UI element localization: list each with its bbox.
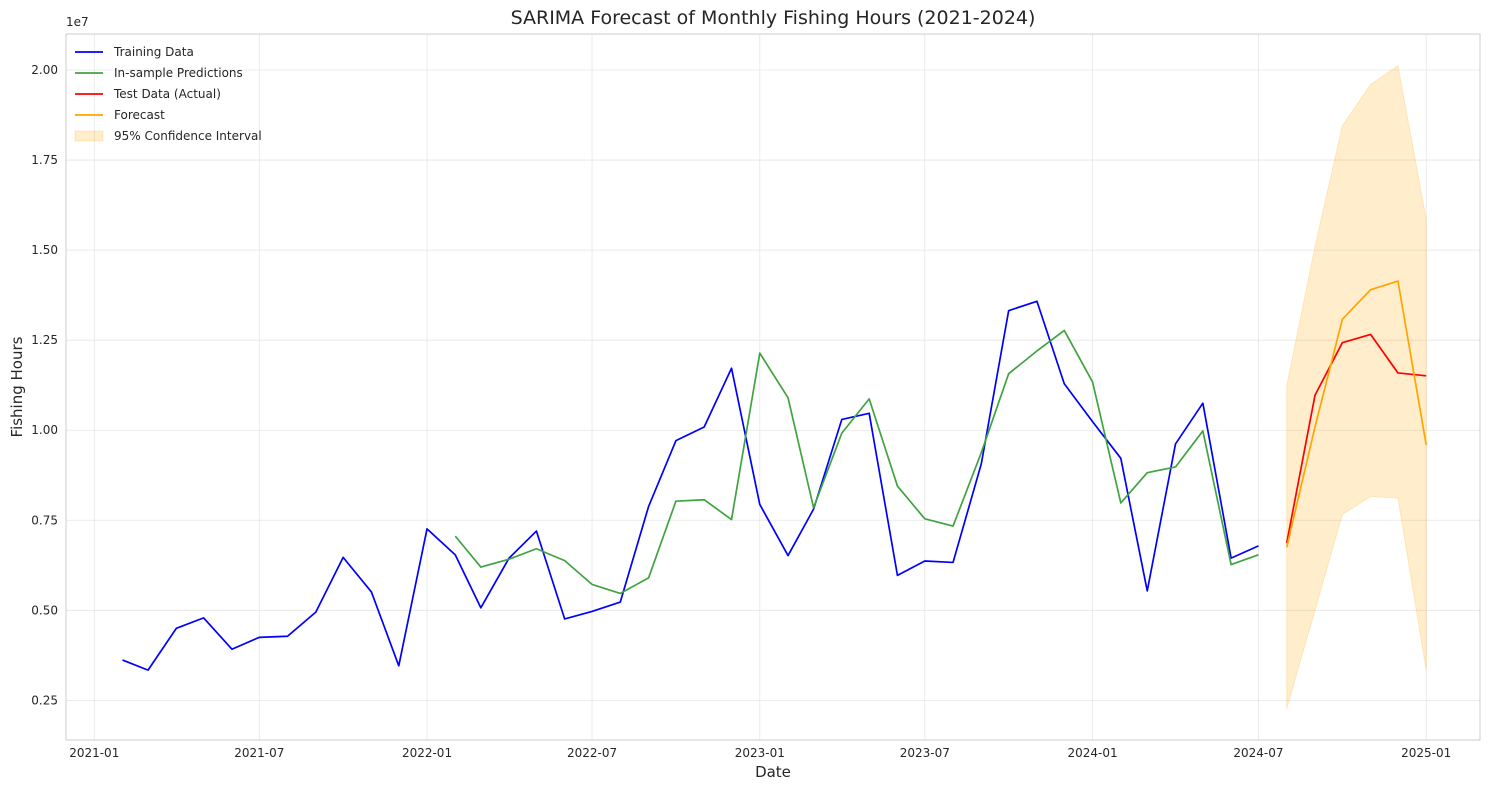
x-tick-label: 2024-07 [1233, 746, 1283, 760]
y-tick-label: 0.25 [31, 693, 58, 707]
plot-frame [65, 33, 1481, 741]
y-tick-label: 1.75 [31, 153, 58, 167]
y-axis-title: Fishing Hours [8, 336, 26, 437]
legend-swatch [74, 130, 104, 142]
x-tick-label: 2025-01 [1401, 746, 1451, 760]
y-tick-label: 0.75 [31, 513, 58, 527]
y-axis-ticks: 0.25 0.50 0.75 1.00 1.25 1.50 1.75 2.00 [31, 63, 58, 707]
grid [66, 34, 1480, 740]
confidence-band [1286, 64, 1427, 709]
x-tick-label: 2021-07 [234, 746, 284, 760]
legend-label: Test Data (Actual) [113, 87, 221, 101]
legend: Training Data In-sample Predictions Test D… [74, 45, 262, 143]
y-tick-label: 2.00 [31, 63, 58, 77]
x-tick-label: 2023-07 [900, 746, 950, 760]
chart-title: SARIMA Forecast of Monthly Fishing Hours… [511, 7, 1036, 29]
series-layer [122, 64, 1428, 709]
series-line-3 [1285, 280, 1428, 548]
x-tick-label: 2022-01 [402, 746, 452, 760]
y-tick-label: 1.50 [31, 243, 58, 257]
legend-label: Forecast [114, 108, 165, 122]
series-line-2 [1285, 333, 1427, 544]
y-tick-label: 1.25 [31, 333, 58, 347]
x-tick-label: 2022-07 [567, 746, 617, 760]
legend-label: Training Data [113, 45, 194, 59]
y-tick-label: 0.50 [31, 603, 58, 617]
series-line-0 [122, 300, 1259, 671]
legend-label: In-sample Predictions [114, 66, 243, 80]
x-tick-label: 2023-01 [735, 746, 785, 760]
x-axis-ticks: 2021-01 2021-07 2022-01 2022-07 2023-01 2023-… [69, 746, 1451, 760]
y-tick-label: 1.00 [31, 423, 58, 437]
legend-label: 95% Confidence Interval [114, 129, 262, 143]
x-tick-label: 2021-01 [69, 746, 119, 760]
x-axis-title: Date [755, 763, 791, 781]
x-tick-label: 2024-01 [1067, 746, 1117, 760]
series-line-1 [454, 329, 1259, 595]
y-axis-multiplier: 1e7 [66, 15, 89, 29]
